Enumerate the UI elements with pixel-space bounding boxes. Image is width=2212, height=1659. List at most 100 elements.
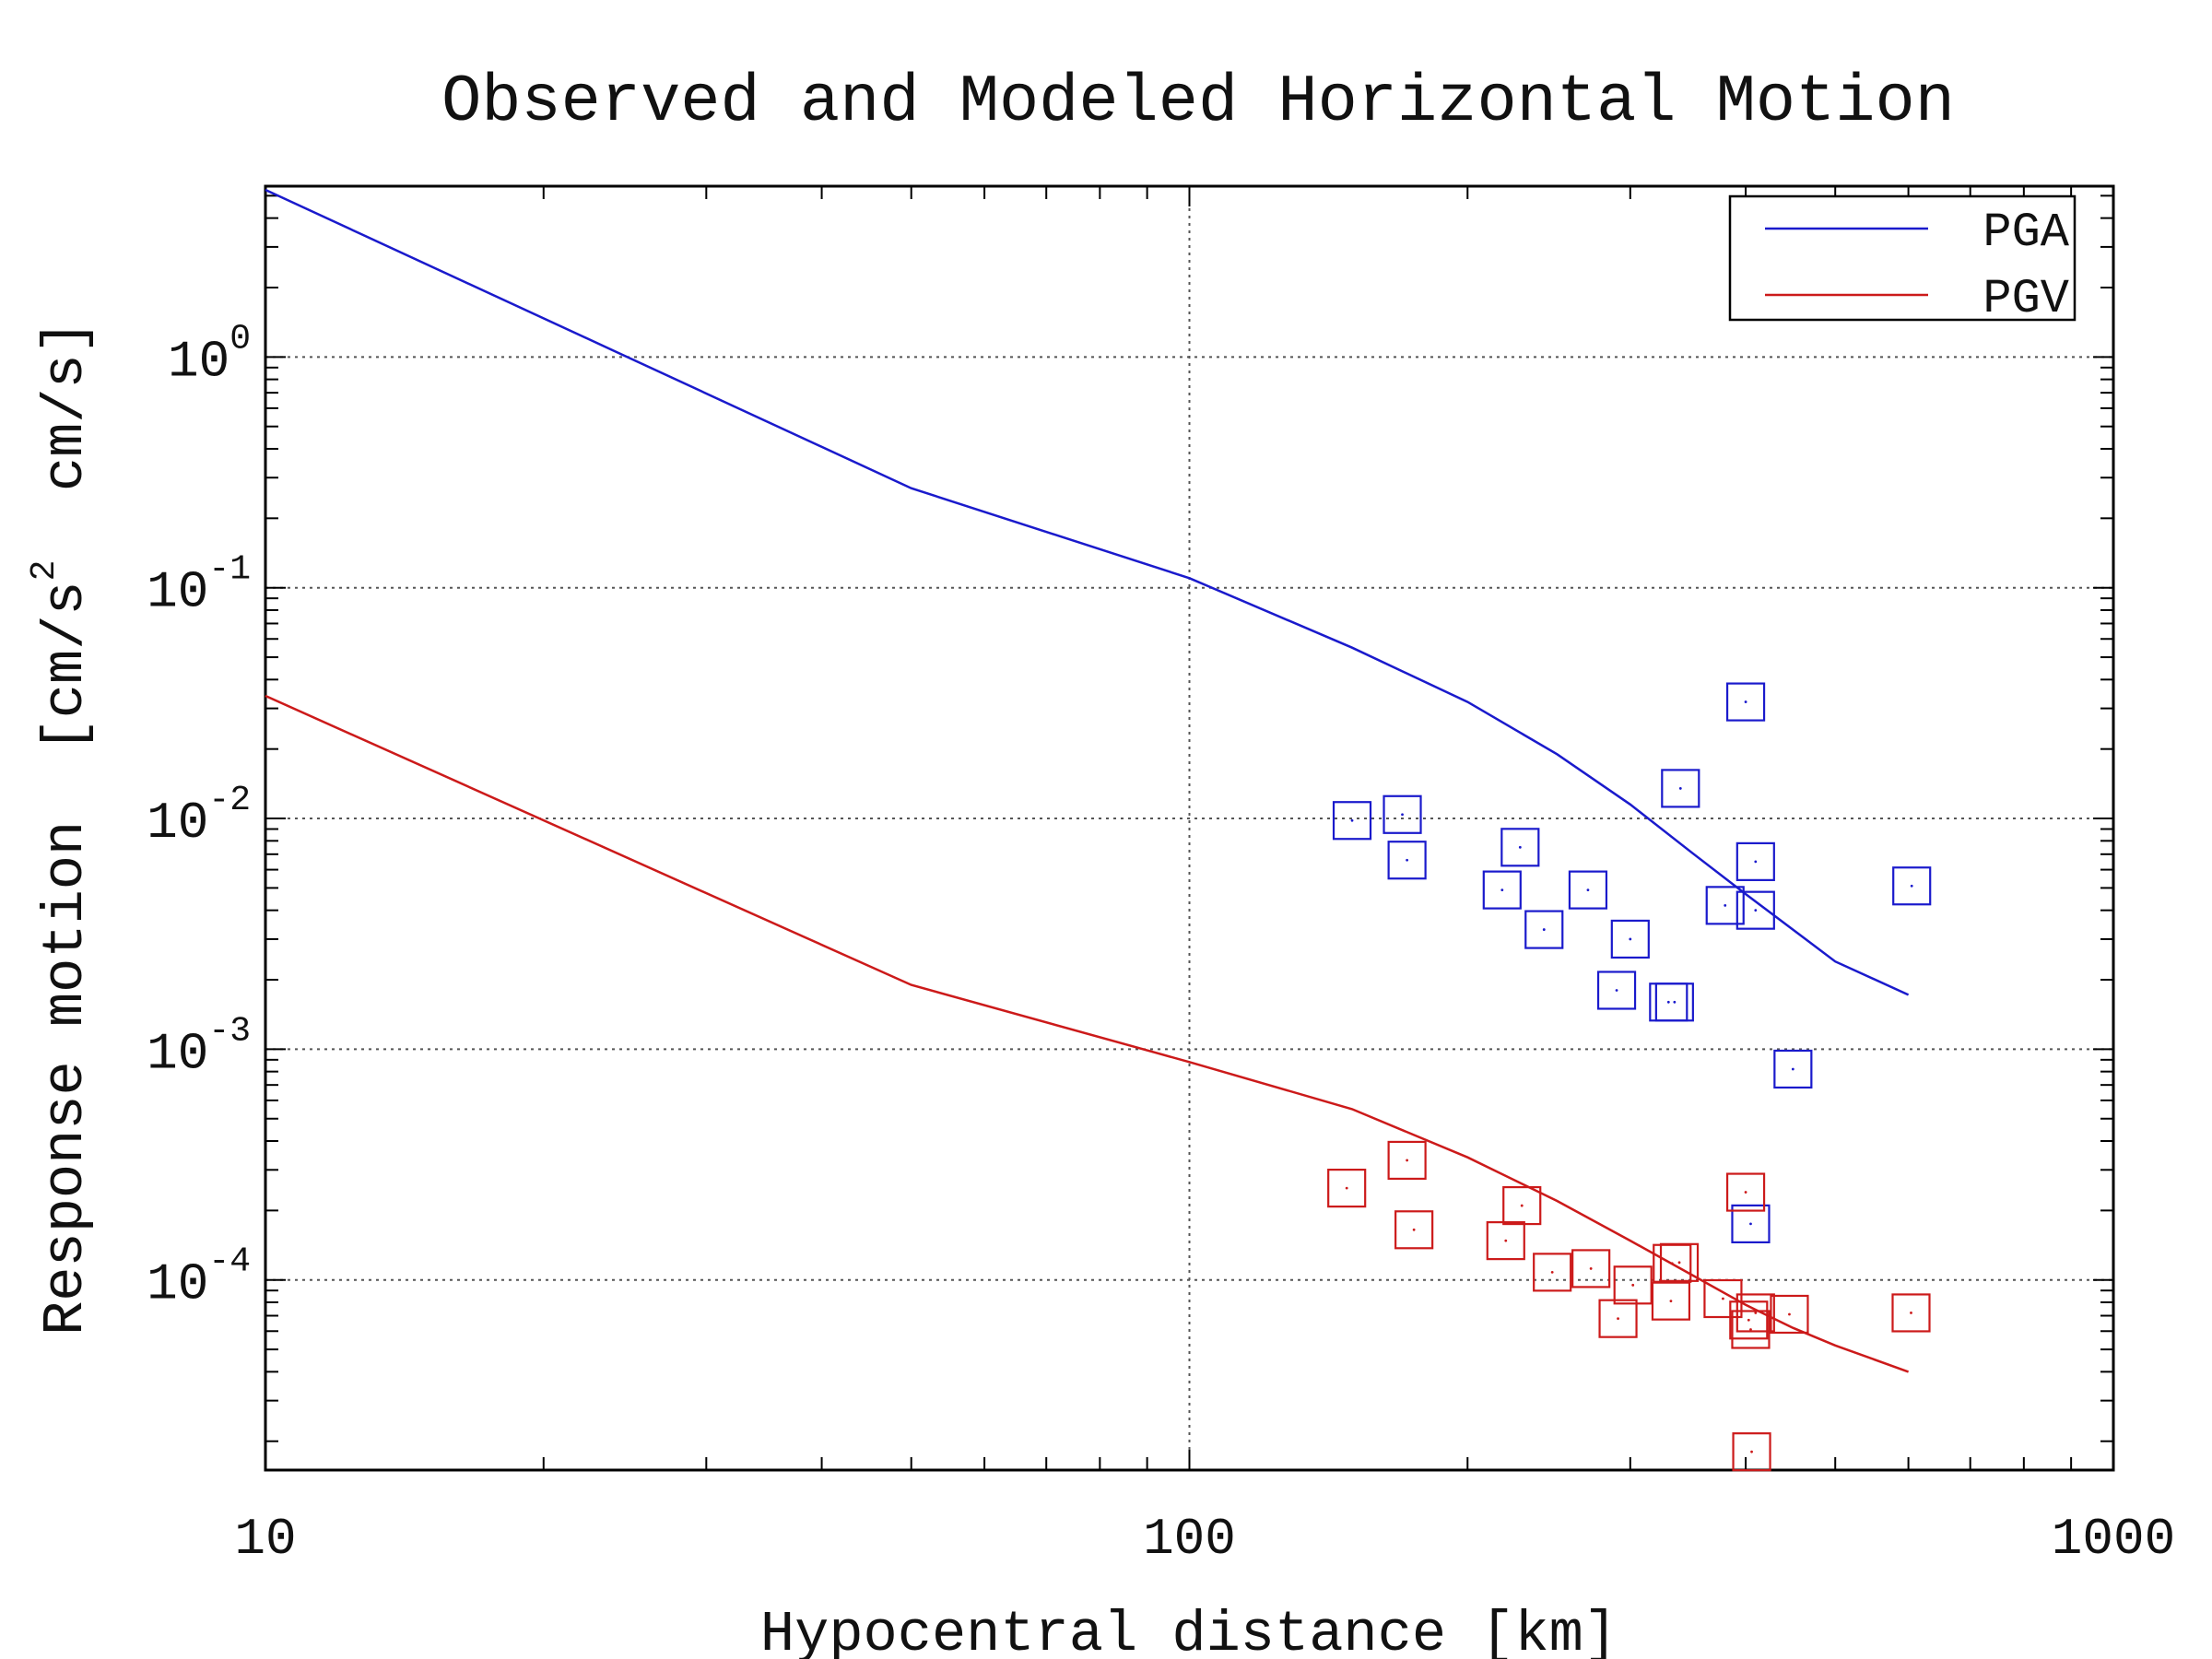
pga-observed-marker-dot	[1401, 813, 1404, 817]
pga-observed-marker	[1731, 1204, 1771, 1243]
pgv-observed-marker-dot	[1412, 1228, 1416, 1231]
chart-title: Observed and Modeled Horizontal Motion	[441, 65, 1955, 140]
pgv-observed-marker	[1571, 1249, 1611, 1288]
pgv-observed-marker-dot	[1617, 1317, 1619, 1321]
pgv-observed-marker-dot	[1910, 1312, 1912, 1314]
pgv-observed-marker	[1725, 1172, 1766, 1212]
pga-observed-marker-dot	[1615, 989, 1618, 992]
pga-observed-marker	[1705, 886, 1745, 925]
pgv-observed-marker-dot	[1722, 1297, 1724, 1300]
pga-model-line	[265, 188, 1910, 996]
pga-observed-marker	[1610, 919, 1650, 959]
y-tick-base: 10	[147, 1255, 208, 1314]
y-tick-label: 10-2	[147, 781, 251, 853]
pgv-observed-marker	[1703, 1278, 1743, 1319]
pga-observed-marker	[1661, 769, 1700, 808]
pgv-observed-marker	[1327, 1169, 1367, 1208]
y-tick-base: 10	[168, 332, 229, 391]
pgv-observed-marker-dot	[1744, 1191, 1747, 1194]
y-tick-exponent: -3	[208, 1011, 251, 1051]
pgv-observed-marker	[1598, 1299, 1638, 1338]
y-axis-label-part: 2	[25, 560, 65, 582]
pgv-observed-marker-dot	[1520, 1204, 1524, 1207]
pgv-observed-marker-dot	[1747, 1318, 1750, 1322]
pga-observed-marker	[1654, 982, 1694, 1022]
pga-observed-marker	[1735, 890, 1775, 930]
x-axis-label: Hypocentral distance [km]	[760, 1602, 1618, 1659]
y-tick-label: 10-3	[147, 1011, 251, 1083]
pga-observed-marker-dot	[1673, 1000, 1677, 1004]
y-tick-label: 10-4	[147, 1242, 251, 1314]
pgv-observed-marker-dot	[1631, 1283, 1635, 1287]
pga-observed-marker	[1500, 828, 1540, 867]
x-tick-label: 10	[234, 1510, 296, 1569]
pgv-observed-marker-dot	[1670, 1262, 1674, 1265]
y-tick-base: 10	[147, 794, 208, 853]
y-tick-exponent: -2	[208, 781, 251, 820]
pga-observed-marker-dot	[1518, 845, 1522, 849]
x-tick-labels: 10 100 1000	[234, 1510, 2175, 1569]
pga-observed-marker	[1725, 682, 1766, 722]
pgv-observed-marker-dot	[1749, 1328, 1752, 1331]
y-tick-exponent: 0	[229, 319, 251, 359]
pgv-observed-marker	[1735, 1293, 1775, 1333]
pgv-observed-marker-dot	[1754, 1312, 1758, 1314]
pgv-observed-marker	[1731, 1310, 1771, 1349]
pga-observed-marker	[1382, 794, 1422, 834]
pgv-observed-marker-dot	[1589, 1267, 1593, 1270]
pga-observed-marker	[1332, 801, 1372, 841]
pgv-observed-marker-dot	[1345, 1186, 1348, 1190]
legend-label-pga: PGA	[1983, 206, 2069, 260]
series-layer	[265, 188, 1932, 1472]
pga-observed-marker-dot	[1586, 888, 1590, 892]
pgv-observed-marker	[1387, 1140, 1427, 1181]
pgv-observed-marker	[1891, 1293, 1931, 1333]
pgv-observed-marker	[1533, 1253, 1572, 1292]
pgv-observed-marker	[1613, 1265, 1653, 1305]
pgv-observed-marker	[1732, 1432, 1771, 1472]
pga-observed-marker	[1482, 870, 1522, 910]
pga-observed-marker-dot	[1406, 858, 1409, 862]
y-tick-base: 10	[147, 1024, 208, 1083]
pga-observed-marker	[1892, 866, 1932, 906]
legend: PGA PGV	[1728, 194, 2077, 326]
y-tick-label: 10-1	[147, 550, 251, 622]
pga-observed-marker-dot	[1754, 860, 1758, 864]
y-tick-exponent: -1	[208, 550, 251, 590]
pgv-observed-marker	[1486, 1221, 1525, 1261]
pga-observed-marker-dot	[1678, 787, 1682, 790]
pga-observed-marker-dot	[1744, 700, 1747, 703]
y-axis-label-part: Response motion [cm/s	[33, 581, 99, 1335]
pgv-observed-marker-dot	[1788, 1312, 1791, 1316]
pgv-observed-marker	[1502, 1185, 1542, 1226]
pga-observed-marker-dot	[1629, 937, 1632, 941]
pga-observed-marker-dot	[1791, 1067, 1794, 1071]
x-tick-label: 1000	[2052, 1510, 2175, 1569]
y-axis-label: Response motion [cm/s2 cm/s]	[25, 320, 99, 1335]
y-tick-label: 100	[168, 319, 251, 391]
pga-observed-marker	[1524, 910, 1564, 949]
pga-observed-marker	[1735, 841, 1775, 881]
pga-observed-marker-dot	[1910, 884, 1913, 888]
y-tick-base: 10	[147, 563, 208, 622]
pgv-observed-marker-dot	[1669, 1300, 1673, 1303]
x-tick-label: 100	[1143, 1510, 1236, 1569]
pgv-observed-marker-dot	[1750, 1450, 1753, 1453]
pga-observed-marker-dot	[1542, 928, 1546, 931]
pga-observed-marker-dot	[1500, 888, 1504, 892]
grid	[265, 186, 2113, 1470]
pga-observed-marker	[1773, 1049, 1813, 1089]
pga-observed-marker	[1568, 870, 1608, 910]
pga-observed-marker-dot	[1754, 909, 1758, 912]
pga-observed-marker-dot	[1350, 818, 1354, 822]
pga-observed-marker	[1387, 841, 1427, 880]
pgv-observed-marker-dot	[1504, 1239, 1508, 1242]
pga-observed-marker-dot	[1724, 903, 1727, 907]
plot-frame	[264, 184, 2115, 1472]
pgv-observed-marker	[1770, 1294, 1809, 1335]
legend-label-pgv: PGV	[1983, 272, 2069, 326]
y-axis-label-part: cm/s]	[33, 320, 99, 559]
pgv-model-line	[265, 694, 1910, 1373]
